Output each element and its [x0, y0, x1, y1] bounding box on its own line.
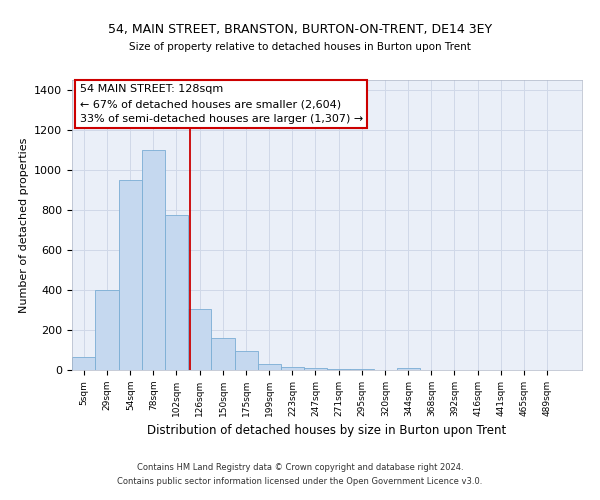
Text: 54, MAIN STREET, BRANSTON, BURTON-ON-TRENT, DE14 3EY: 54, MAIN STREET, BRANSTON, BURTON-ON-TRE…: [108, 22, 492, 36]
Text: Contains HM Land Registry data © Crown copyright and database right 2024.: Contains HM Land Registry data © Crown c…: [137, 464, 463, 472]
Text: Size of property relative to detached houses in Burton upon Trent: Size of property relative to detached ho…: [129, 42, 471, 52]
Bar: [397, 368, 420, 370]
Bar: [188, 309, 211, 370]
Bar: [119, 180, 142, 370]
Bar: [211, 338, 235, 370]
Text: 54 MAIN STREET: 128sqm
← 67% of detached houses are smaller (2,604)
33% of semi-: 54 MAIN STREET: 128sqm ← 67% of detached…: [80, 84, 363, 124]
Text: Contains public sector information licensed under the Open Government Licence v3: Contains public sector information licen…: [118, 477, 482, 486]
X-axis label: Distribution of detached houses by size in Burton upon Trent: Distribution of detached houses by size …: [148, 424, 506, 438]
Bar: [235, 351, 258, 370]
Bar: [258, 364, 281, 370]
Bar: [142, 150, 165, 370]
Bar: [165, 215, 188, 370]
Bar: [304, 368, 327, 370]
Y-axis label: Number of detached properties: Number of detached properties: [19, 138, 29, 312]
Bar: [327, 369, 350, 370]
Bar: [281, 367, 304, 370]
Bar: [95, 290, 119, 370]
Bar: [72, 357, 95, 370]
